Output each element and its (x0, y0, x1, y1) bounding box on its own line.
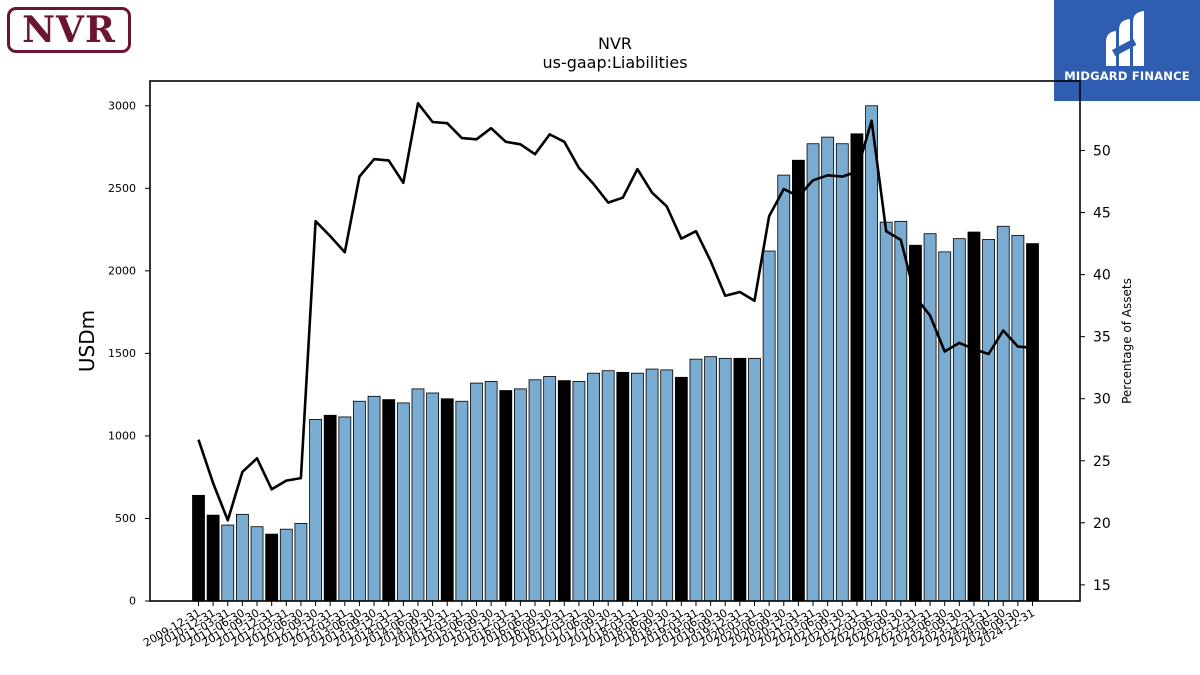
bar (206, 514, 220, 602)
bar (367, 395, 381, 602)
bar (1011, 234, 1025, 602)
y2-tick-label: 40 (1093, 268, 1111, 284)
bar (894, 220, 908, 602)
bar (411, 388, 425, 602)
y-tick-label: 1000 (108, 429, 136, 442)
y-tick-label: 3000 (108, 99, 136, 112)
bar (543, 376, 557, 602)
bar (674, 376, 688, 602)
bar (996, 225, 1010, 602)
y2-tick-label: 45 (1093, 206, 1111, 222)
bar (353, 400, 366, 602)
nvr-logo-text: NVR (22, 9, 116, 51)
bar (250, 526, 264, 602)
bar (557, 380, 571, 602)
bar (733, 357, 747, 602)
bar (192, 494, 205, 602)
bar (645, 368, 659, 602)
axes-layer: 0 500 1000 1500 2000 2500 3000 15 20 25 30 35 40 45 50… (108, 80, 1111, 650)
bar (601, 370, 615, 602)
y-tick-label: 2000 (108, 264, 136, 277)
bar (235, 513, 249, 602)
bar (821, 136, 835, 602)
bar (1026, 243, 1039, 602)
y-tick-label: 2500 (108, 182, 136, 195)
bar (777, 174, 791, 602)
bar (572, 381, 586, 602)
bar (850, 133, 864, 602)
bar (689, 358, 703, 602)
bar (396, 402, 410, 602)
plot-frame (149, 80, 1081, 602)
bar (704, 356, 718, 602)
bar (631, 372, 644, 602)
bar (835, 143, 849, 602)
bar (338, 416, 352, 602)
percentage-line (197, 102, 1033, 522)
chart-title: NVR (598, 34, 632, 53)
bar (528, 379, 542, 602)
bar (938, 251, 952, 602)
bar (952, 238, 966, 602)
bar (806, 143, 820, 602)
y2-tick-label: 35 (1093, 330, 1111, 346)
bar (294, 523, 308, 602)
bar (382, 399, 396, 602)
midgard-mark-icon (1106, 11, 1144, 66)
y2-tick-label: 15 (1093, 578, 1111, 594)
bar (660, 369, 674, 602)
bar (616, 371, 630, 602)
bar (865, 105, 878, 602)
bar (748, 357, 761, 602)
bar (265, 533, 279, 602)
chart-subtitle: us-gaap:Liabilities (542, 53, 687, 72)
y-tick-label: 0 (129, 595, 136, 608)
bar (967, 231, 981, 602)
bar (513, 388, 527, 602)
y-tick-label: 500 (115, 512, 136, 525)
bar (455, 400, 469, 602)
y2-tick-label: 20 (1093, 516, 1111, 532)
bar (982, 239, 996, 602)
bar (484, 381, 498, 602)
bar (587, 372, 600, 602)
bar (762, 250, 776, 602)
bar (221, 524, 235, 602)
line-layer (197, 102, 1033, 522)
bar (440, 398, 454, 602)
y2-tick-label: 25 (1093, 454, 1111, 470)
bar (791, 159, 805, 602)
nvr-logo: NVR (7, 7, 131, 53)
bar (879, 221, 893, 602)
bars-layer (192, 105, 1039, 602)
bar (499, 390, 513, 602)
midgard-finance-logo-text: MIDGARD FINANCE (1064, 69, 1190, 83)
bar (718, 357, 732, 602)
y-tick-label: 1500 (108, 347, 136, 360)
bar (323, 414, 337, 602)
bar (279, 528, 293, 602)
y2-axis-label: Percentage of Assets (1120, 278, 1134, 404)
bar (923, 233, 937, 602)
bar (309, 419, 322, 602)
y2-tick-label: 30 (1093, 392, 1111, 408)
y2-tick-label: 50 (1093, 143, 1111, 159)
bar (470, 382, 483, 602)
y-axis-label: USDm (75, 310, 99, 372)
bar (426, 392, 440, 602)
midgard-finance-logo: MIDGARD FINANCE (1054, 0, 1200, 101)
